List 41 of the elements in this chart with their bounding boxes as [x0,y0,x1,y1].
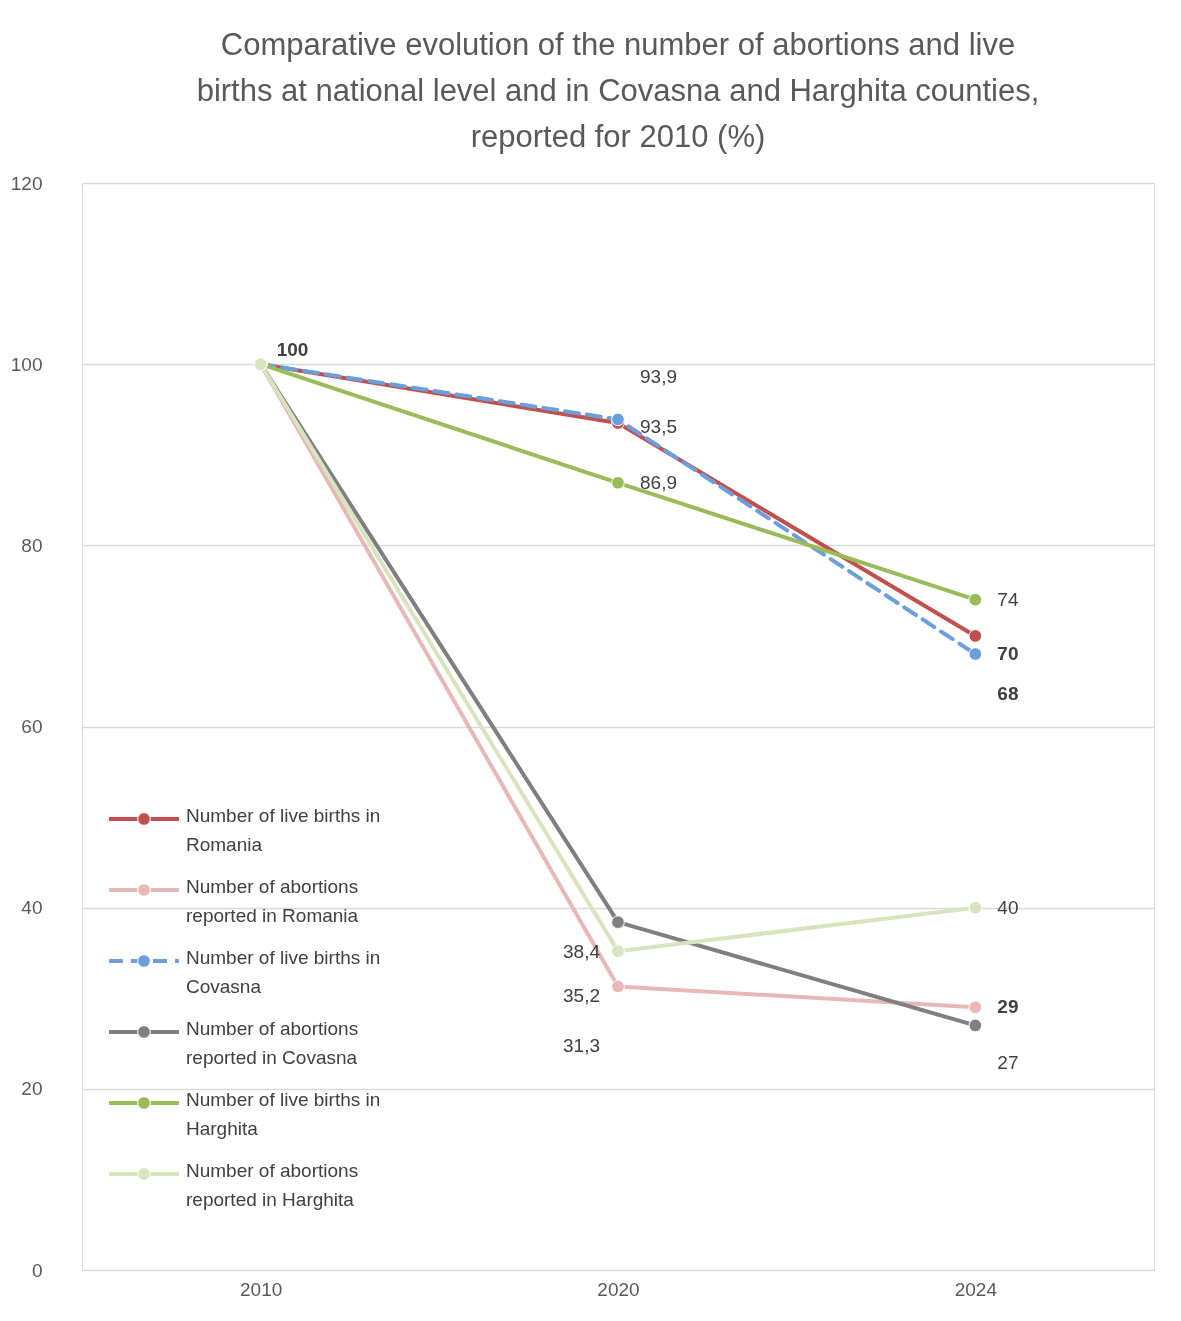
point [611,979,625,994]
legend-label: Number of live births in Covasna [186,947,381,997]
data-label: 35,2 [563,985,600,1007]
data-label: 38,4 [563,941,601,963]
point [968,900,983,915]
point [968,629,983,643]
point [611,476,625,490]
x-tick-label: 2010 [240,1278,283,1300]
data-label: 29 [997,996,1019,1018]
point [968,592,983,607]
legend-label: Number of live births in Harghita [186,1089,381,1139]
point [968,1018,983,1033]
data-label: 70 [997,642,1019,664]
data-label: 74 [997,588,1019,610]
point [611,412,625,427]
data-label: 31,3 [563,1035,600,1057]
point [611,944,625,958]
data-label: 93,9 [640,366,677,388]
data-label: 68 [997,683,1019,705]
y-tick-label: 40 [21,897,43,919]
y-tick-label: 80 [21,534,43,556]
legend-label: Number of live births in Romania [186,805,381,855]
y-tick-label: 120 [10,172,43,194]
data-label: 100 [276,339,309,361]
legend-label: Number of abortions reported in Harghita [186,1160,359,1210]
y-tick-label: 20 [21,1078,43,1100]
x-tick-label: 2024 [954,1278,998,1300]
y-tick-label: 60 [21,716,43,737]
data-label: 86,9 [640,471,677,493]
data-label: 93,5 [640,416,677,438]
chart-title: Comparative evolution of the number of abortions and live births at national level and in Covasna and Harghita counties, reported for 2010 (%) [196,27,1040,154]
y-tick-label: 0 [31,1259,43,1281]
legend-label: Number of abortions reported in Romania [186,876,359,926]
legend-label: Number of abortions reported in Covasna [186,1018,359,1068]
point [611,915,625,929]
x-tick-label: 2020 [597,1278,640,1300]
point [968,1000,983,1015]
y-tick-label: 100 [10,353,43,375]
point [968,647,983,661]
data-label: 40 [997,896,1019,918]
data-label: 27 [997,1052,1019,1074]
